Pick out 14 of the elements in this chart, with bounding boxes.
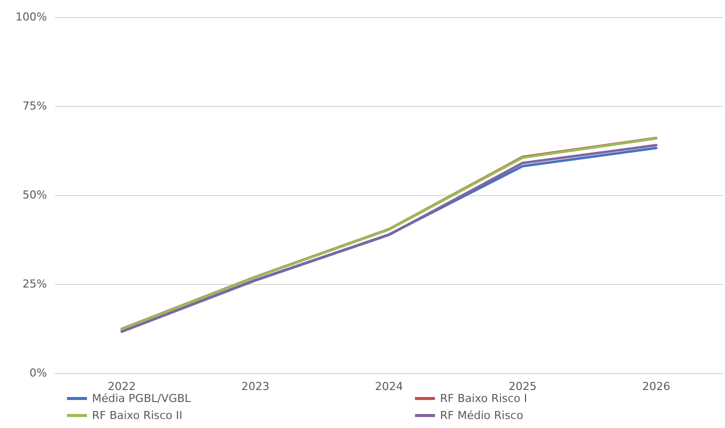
- x-tick-label: 2023: [241, 380, 270, 393]
- x-tick-label: 2025: [508, 380, 537, 393]
- y-tick-label: 0%: [30, 366, 47, 380]
- x-tick-label: 2022: [108, 380, 136, 393]
- legend-label: RF Médio Risco: [440, 409, 524, 422]
- y-tick-label: 25%: [22, 278, 47, 290]
- x-tick-label: 2026: [642, 380, 670, 393]
- legend-label: RF Baixo Risco I: [440, 392, 528, 405]
- y-tick-label: 50%: [22, 188, 47, 202]
- y-tick-label: 75%: [22, 100, 47, 112]
- y-tick-label: 100%: [16, 10, 47, 24]
- x-tick-label: 2024: [375, 380, 403, 393]
- legend-label: Média PGBL/VGBL: [92, 392, 192, 405]
- legend-label: RF Baixo Risco II: [92, 409, 182, 422]
